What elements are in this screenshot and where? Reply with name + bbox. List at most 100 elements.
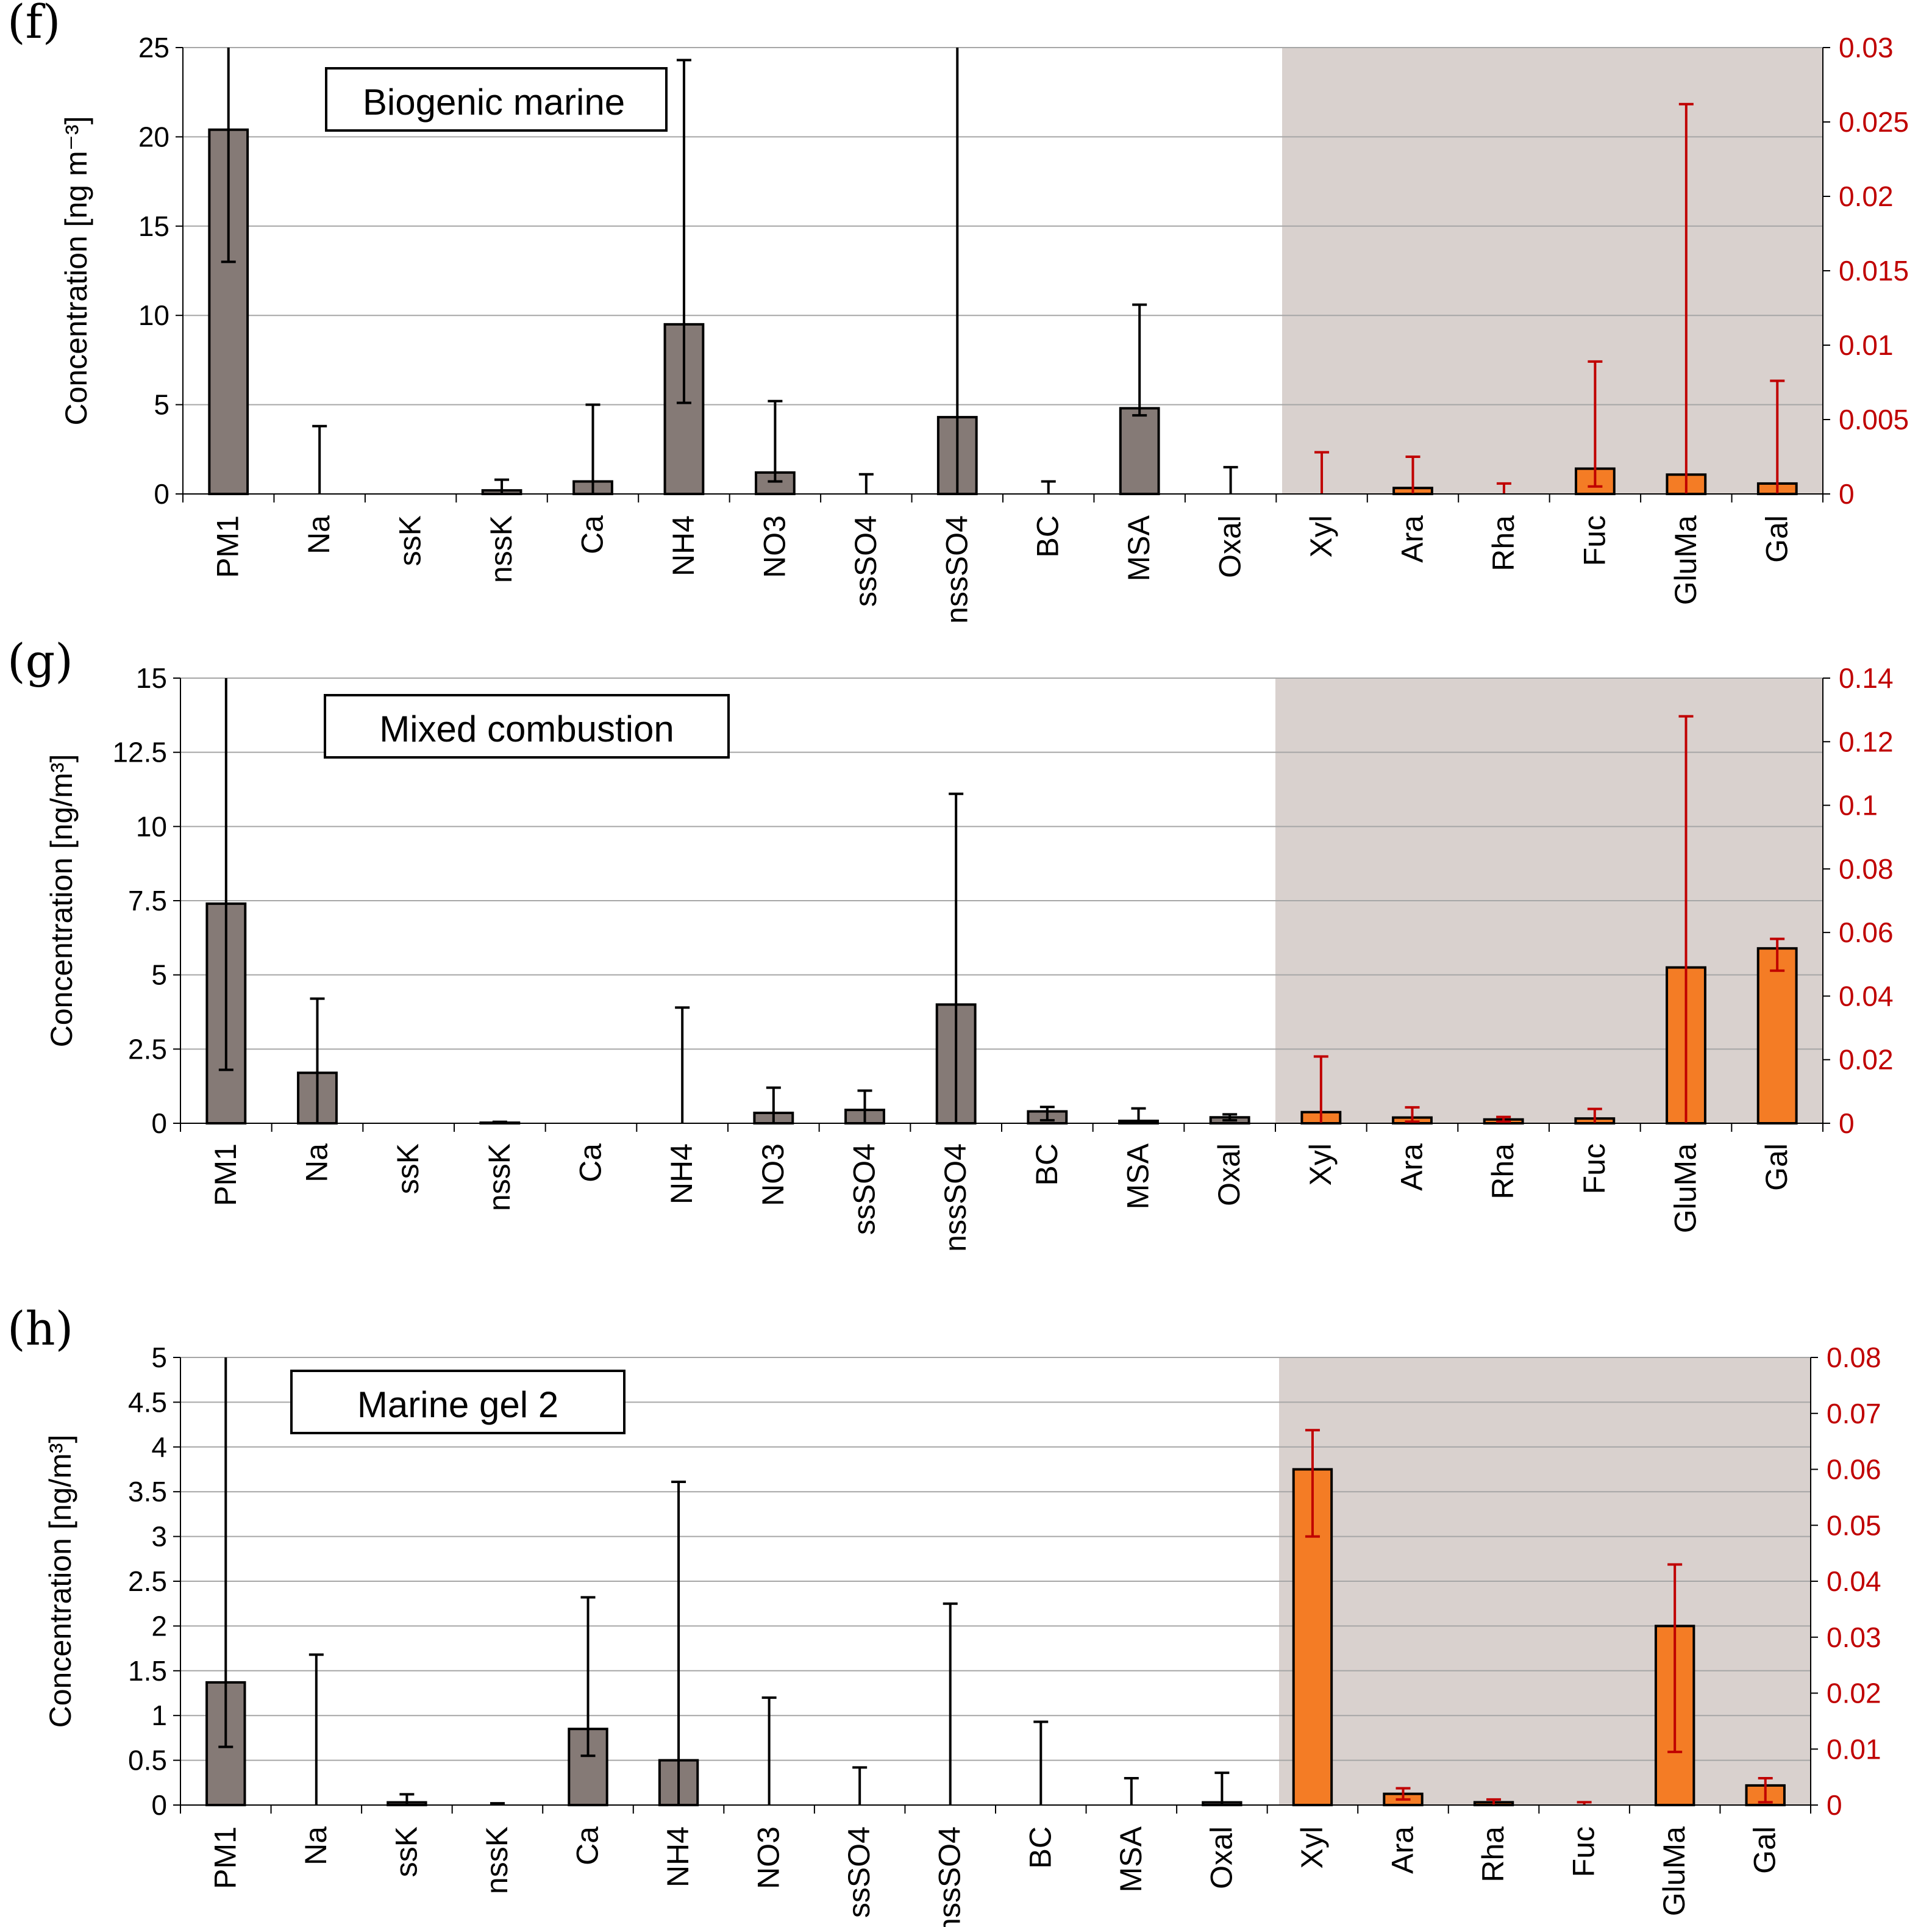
- right-tick-label: 0.1: [1839, 790, 1878, 821]
- category-label: Oxal: [1212, 1143, 1246, 1206]
- right-tick-label: 0.02: [1827, 1678, 1881, 1709]
- category-label: MSA: [1121, 1143, 1155, 1209]
- category-label: Rha: [1486, 1143, 1520, 1199]
- category-label: Ca: [574, 1143, 608, 1182]
- category-label: Oxal: [1204, 1826, 1238, 1889]
- right-tick-label: 0.12: [1839, 726, 1894, 757]
- right-tick-label: 0.07: [1827, 1398, 1881, 1429]
- category-label: ssSO4: [849, 515, 883, 607]
- right-tick-label: 0.015: [1839, 255, 1909, 287]
- category-label: Ca: [576, 515, 610, 554]
- left-tick-label: 2.5: [128, 1565, 167, 1597]
- left-tick-label: 25: [138, 32, 169, 63]
- category-label: NO3: [757, 515, 791, 578]
- category-label: GluMa: [1669, 515, 1703, 605]
- left-tick-label: 3: [151, 1521, 167, 1553]
- right-tick-label: 0.02: [1839, 1044, 1894, 1076]
- category-label: Rha: [1486, 515, 1520, 571]
- category-label: nssSO4: [938, 1143, 972, 1252]
- title-box: [324, 694, 730, 759]
- category-label: Gal: [1759, 1143, 1794, 1191]
- left-tick-label: 3.5: [128, 1476, 167, 1507]
- category-label: Fuc: [1567, 1826, 1601, 1877]
- chart-title: Marine gel 2: [357, 1384, 558, 1425]
- left-tick-label: 4.5: [128, 1386, 167, 1418]
- left-tick-label: 20: [138, 121, 169, 152]
- panel-letter: (g): [7, 634, 73, 688]
- category-label: Ara: [1395, 1143, 1429, 1191]
- right-tick-label: 0.025: [1839, 106, 1909, 138]
- category-label: Ca: [571, 1826, 605, 1865]
- category-label: ssSO4: [842, 1826, 876, 1918]
- left-tick-label: 5: [154, 389, 169, 421]
- left-tick-label: 12.5: [112, 737, 167, 768]
- category-label: GluMa: [1657, 1826, 1691, 1916]
- chart-panel-1: 0 5 10 15 20 25 0 0.005 0.01 0.015 0.02 0.025 0.03 PM…: [7, 0, 1909, 624]
- category-label: NH4: [666, 515, 700, 576]
- category-label: BC: [1031, 515, 1065, 557]
- left-tick-label: 0.5: [128, 1745, 167, 1776]
- category-label: Xyl: [1303, 1143, 1338, 1185]
- chart-panel-2: 0 2.5 5 7.5 10 12.5 15 0 0.02 0.04 0.06 0.08 0.1 0.12…: [7, 634, 1894, 1252]
- right-tick-label: 0.08: [1839, 853, 1894, 885]
- chart-title: Biogenic marine: [363, 82, 625, 123]
- category-label: PM1: [211, 515, 245, 578]
- category-label: nssK: [482, 1143, 516, 1211]
- category-label: Xyl: [1304, 515, 1338, 557]
- category-label: nssK: [480, 1826, 514, 1894]
- y-axis-label: Concentration [ng/m³]: [45, 754, 79, 1048]
- category-label: nssSO4: [933, 1826, 967, 1927]
- category-label: Oxal: [1213, 515, 1247, 578]
- right-tick-label: 0.01: [1839, 329, 1894, 361]
- category-label: Fuc: [1577, 515, 1611, 566]
- left-tick-label: 15: [136, 662, 167, 694]
- bar-Gal: [1756, 947, 1798, 1124]
- category-label: PM1: [208, 1826, 242, 1889]
- panel-letter: (h): [7, 1301, 73, 1356]
- left-tick-label: 4: [151, 1431, 167, 1463]
- category-label: Xyl: [1295, 1826, 1329, 1868]
- left-tick-label: 2: [151, 1610, 167, 1642]
- category-label: nssSO4: [939, 515, 974, 624]
- category-label: ssK: [391, 1143, 425, 1194]
- category-label: ssK: [389, 1826, 423, 1877]
- left-tick-label: 0: [154, 478, 169, 510]
- category-label: Ara: [1396, 515, 1430, 563]
- right-tick-label: 0: [1827, 1789, 1842, 1821]
- chart-panel-3: 0 0.5 1 1.5 2 2.5 3 3.5 4 4.5 5 0 0.01 0.02 0.03 0.04 0.…: [7, 1301, 1881, 1927]
- right-tick-label: 0.04: [1839, 980, 1894, 1012]
- left-tick-label: 1.5: [128, 1655, 167, 1687]
- category-label: Gal: [1759, 515, 1794, 563]
- left-tick-label: 10: [138, 299, 169, 331]
- y-axis-label: Concentration [ng/m³]: [43, 1435, 77, 1728]
- chart-title: Mixed combustion: [379, 709, 674, 749]
- category-label: Fuc: [1577, 1143, 1611, 1194]
- left-tick-label: 0: [151, 1107, 167, 1139]
- category-label: NO3: [756, 1143, 790, 1206]
- category-label: MSA: [1122, 515, 1156, 581]
- left-tick-label: 1: [151, 1700, 167, 1731]
- right-tick-label: 0.03: [1827, 1621, 1881, 1653]
- category-label: ssSO4: [847, 1143, 882, 1235]
- category-label: Gal: [1748, 1826, 1782, 1874]
- category-label: NH4: [661, 1826, 695, 1887]
- left-tick-label: 2.5: [128, 1033, 167, 1065]
- right-tick-label: 0: [1839, 1107, 1855, 1139]
- category-label: NH4: [665, 1143, 699, 1204]
- category-label: BC: [1023, 1826, 1057, 1868]
- title-box: [290, 1370, 626, 1434]
- left-tick-label: 5: [151, 1342, 167, 1373]
- category-label: Rha: [1476, 1826, 1510, 1882]
- category-label: MSA: [1114, 1826, 1148, 1892]
- left-tick-label: 7.5: [128, 885, 167, 917]
- right-tick-label: 0.14: [1839, 662, 1894, 694]
- right-tick-label: 0.05: [1827, 1509, 1881, 1541]
- category-label: Na: [299, 1826, 333, 1865]
- category-label: nssK: [484, 515, 518, 583]
- left-tick-label: 0: [151, 1789, 167, 1821]
- left-tick-label: 5: [151, 959, 167, 991]
- category-label: Na: [300, 1143, 334, 1182]
- category-label: PM1: [209, 1143, 243, 1206]
- right-tick-label: 0.01: [1827, 1733, 1881, 1765]
